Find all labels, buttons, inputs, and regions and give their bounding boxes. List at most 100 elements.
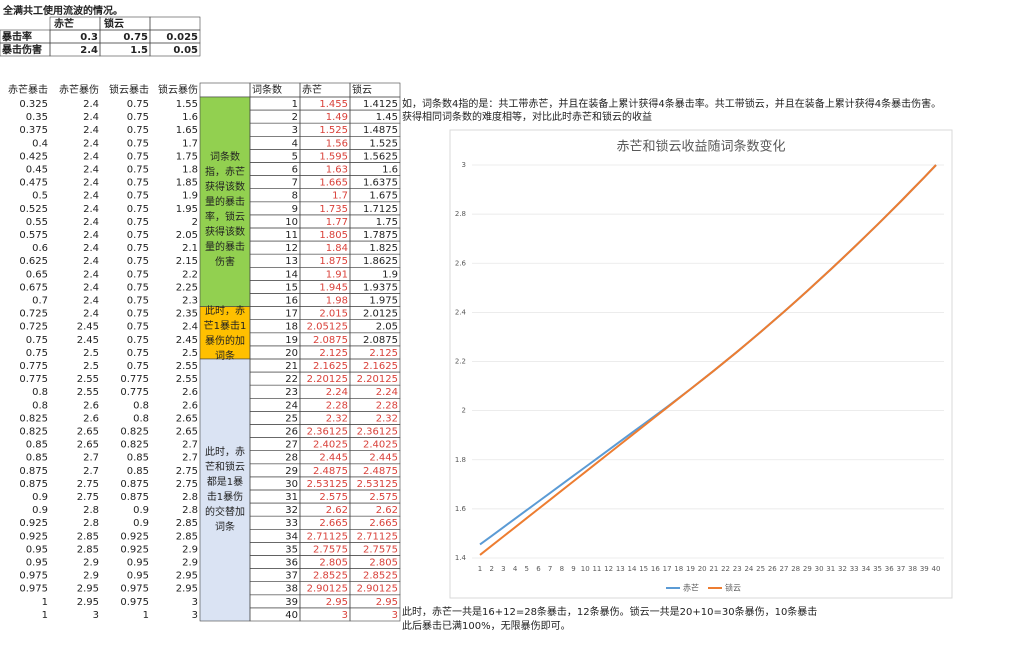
cell-value: 0.75 [127, 309, 149, 320]
cell-value: 2.6 [182, 400, 198, 411]
cell-value: 2.90125 [307, 584, 348, 595]
cell-value: 1.6 [382, 165, 398, 176]
cell-value: 1.4875 [363, 125, 398, 136]
cell-value: 2.4 [83, 256, 99, 267]
cell-value: 1 [42, 597, 48, 608]
cell-value: 2.8525 [313, 571, 348, 582]
x-tick-label: 30 [815, 565, 824, 573]
cell-value: 1.85 [176, 178, 198, 189]
cell-value: 0.475 [19, 178, 48, 189]
cell-value: 2.45 [77, 335, 99, 346]
cell-value: 2.7 [182, 453, 198, 464]
cell-value: 2.0875 [363, 335, 398, 346]
cell-value: 0.325 [19, 99, 48, 110]
column-header: 锁云 [104, 17, 124, 30]
cell-value: 0.75 [127, 165, 149, 176]
cell-value: 0.85 [127, 453, 149, 464]
column-header: 赤芒 [54, 17, 74, 30]
y-tick-label: 2.6 [455, 259, 467, 267]
cell-value: 0.975 [120, 584, 149, 595]
cell-value: 27 [285, 440, 298, 451]
cell-value: 0.75 [127, 178, 149, 189]
cell-value: 2.95 [176, 584, 198, 595]
y-tick-label: 1.8 [455, 456, 466, 464]
cell-value: 0.425 [19, 151, 48, 162]
cell-value: 26 [285, 427, 298, 438]
cell-value: 2.7 [83, 453, 99, 464]
cell-value: 2.36125 [357, 427, 398, 438]
explanation-line: 获得相同词条数的难度相等，对比此时赤芒和锁云的收益 [402, 110, 652, 123]
cell-value: 34 [285, 531, 298, 542]
cell-value: 0.8 [133, 400, 149, 411]
cell-value: 0.75 [26, 335, 48, 346]
cell-value: 30 [285, 479, 298, 490]
cell-value: 2.4 [83, 204, 99, 215]
cell-value: 0.375 [19, 125, 48, 136]
cell-value: 28 [285, 453, 298, 464]
x-tick-label: 18 [674, 565, 683, 573]
cell-value: 0.65 [26, 269, 48, 280]
cell-value: 24 [285, 400, 298, 411]
cell-value: 0.95 [127, 558, 149, 569]
cell-value: 1.95 [176, 204, 198, 215]
cell-value: 35 [285, 544, 298, 555]
y-tick-label: 3 [462, 161, 466, 169]
cell-value: 1.875 [319, 256, 348, 267]
x-tick-label: 13 [616, 565, 625, 573]
cell-value: 1.8625 [363, 256, 398, 267]
cell-value: 2.8 [83, 518, 99, 529]
cell-value: 1.63 [326, 165, 348, 176]
cell-value: 2.28 [326, 400, 348, 411]
cell-value: 2.445 [319, 453, 348, 464]
cell-value: 2.4 [80, 45, 98, 56]
cell-value: 2.4 [83, 230, 99, 241]
cell-value: 23 [285, 387, 298, 398]
cell-value: 40 [285, 610, 298, 621]
cell-value: 29 [285, 466, 298, 477]
cell-value: 1 [42, 610, 48, 621]
row-header: 暴击率 [1, 30, 32, 43]
cell-value: 0.775 [120, 387, 149, 398]
cell-value: 2.65 [77, 440, 99, 451]
column-header: 词条数 [252, 83, 282, 96]
cell-value: 2.05125 [307, 322, 348, 333]
legend-label: 锁云 [725, 583, 741, 593]
cell-value: 2.0125 [363, 309, 398, 320]
cell-value: 1.9 [182, 191, 198, 202]
cell-value: 1.7 [332, 191, 348, 202]
x-tick-label: 32 [838, 565, 847, 573]
x-tick-label: 5 [525, 565, 529, 573]
x-tick-label: 34 [861, 565, 870, 573]
cell-value: 3 [93, 610, 99, 621]
note-cell [199, 96, 251, 307]
x-tick-label: 24 [744, 565, 753, 573]
y-tick-label: 1.4 [455, 554, 467, 562]
cell-value: 4 [292, 138, 298, 149]
cell-value: 3 [192, 597, 198, 608]
cell-value: 2.32 [376, 413, 398, 424]
x-tick-label: 4 [513, 565, 518, 573]
x-tick-label: 12 [604, 565, 613, 573]
cell-value: 0.75 [127, 243, 149, 254]
cell-value: 2.24 [326, 387, 348, 398]
cell-value: 0.775 [19, 374, 48, 385]
cell-value: 0.75 [127, 125, 149, 136]
cell-value: 2.6 [83, 400, 99, 411]
sheet-title: 全满共工使用流波的情况。 [2, 4, 123, 17]
cell-value: 0.85 [26, 453, 48, 464]
cell-value: 2.1625 [313, 361, 348, 372]
y-tick-label: 2 [462, 407, 466, 415]
cell-value: 2.4 [83, 165, 99, 176]
cell-value: 1.6375 [363, 178, 398, 189]
cell-value: 2.5 [83, 348, 99, 359]
cell-value: 2.4 [83, 178, 99, 189]
cell-value: 0.75 [127, 335, 149, 346]
cell-value: 1.675 [369, 191, 398, 202]
cell-value: 2.4 [83, 296, 99, 307]
cell-value: 0.6 [32, 243, 48, 254]
cell-value: 0.875 [19, 479, 48, 490]
cell-value: 18 [285, 322, 298, 333]
cell-value: 0.7 [32, 296, 48, 307]
cell-value: 0.825 [120, 427, 149, 438]
